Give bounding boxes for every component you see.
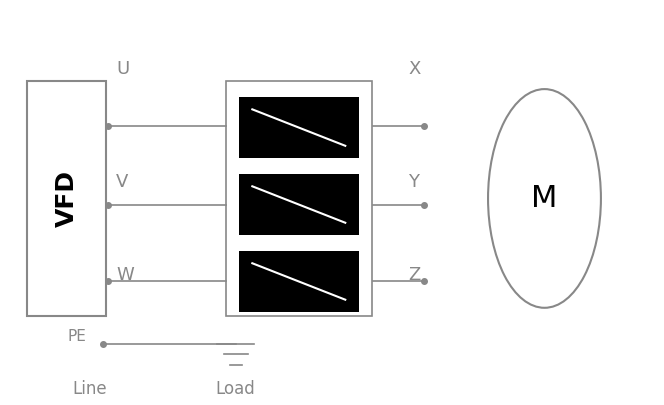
Text: V: V [116,173,129,191]
Text: Y: Y [408,173,420,191]
Bar [239,251,359,312]
Bar [27,81,106,316]
Text: W: W [116,266,134,284]
Text: Line: Line [72,380,107,398]
Bar [239,97,359,158]
Text: X: X [408,60,421,78]
Text: PE: PE [68,328,86,344]
Bar [226,81,372,316]
Bar [239,174,359,235]
Text: Load: Load [216,380,256,398]
Ellipse shape [488,89,601,308]
Text: U: U [116,60,129,78]
Text: Z: Z [408,266,420,284]
Text: VFD: VFD [54,170,78,227]
Text: M: M [531,184,558,213]
